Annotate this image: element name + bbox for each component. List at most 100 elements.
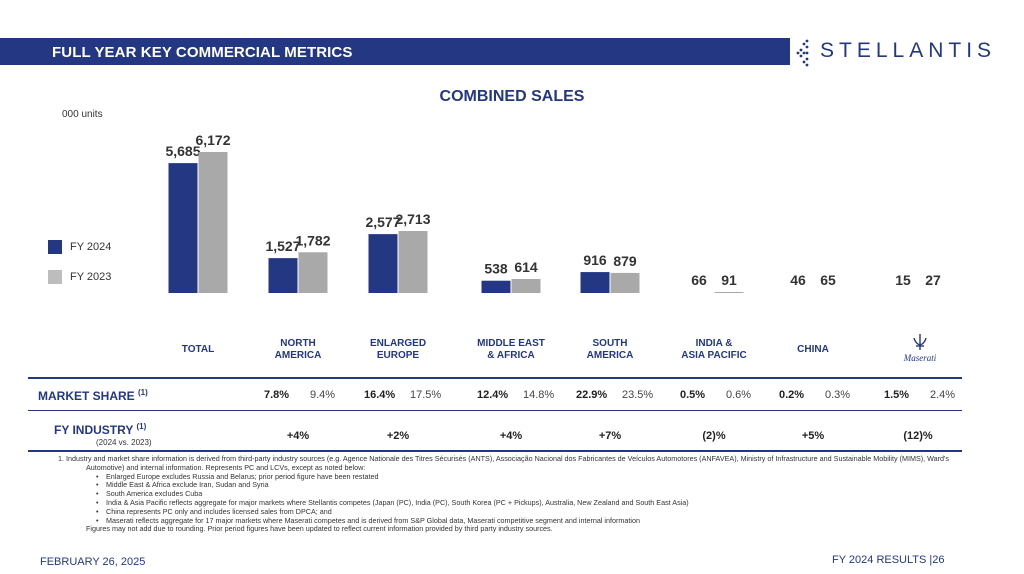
region-label-line1: CHINA (797, 344, 829, 355)
region-label-line1: ENLARGED (369, 338, 427, 349)
data-label-fy2024: 2,577 (365, 214, 400, 230)
market-share-fy2024: 1.5% (884, 389, 910, 401)
footnote-bullet-1: Enlarged Europe excludes Russia and Bela… (58, 472, 958, 482)
bar-fy2023 (714, 292, 744, 293)
fy-industry-sublabel: (2024 vs. 2023) (96, 438, 152, 447)
bar-fy2023 (298, 252, 328, 293)
region-label: CHINA (763, 344, 863, 356)
data-label-fy2024: 538 (484, 261, 508, 277)
data-label-fy2023: 879 (613, 253, 637, 269)
page-title: FULL YEAR KEY COMMERCIAL METRICS (52, 44, 353, 61)
market-share-fy2023: 0.6% (726, 389, 752, 401)
region-label-line1: TOTAL (181, 344, 215, 355)
region-label-line2: EUROPE (376, 350, 420, 361)
fy-industry-value: (12)% (903, 430, 933, 442)
market-share-fy2023: 23.5% (622, 389, 654, 401)
region-label-line2: & AFRICA (487, 350, 535, 361)
market-share-fy2024: 22.9% (576, 389, 608, 401)
market-share-rule-bottom (28, 410, 962, 411)
market-share-fy2023: 14.8% (523, 389, 555, 401)
region-label: SOUTH AMERICA (560, 338, 660, 362)
footnote-bullet-4: India & Asia Pacific reflects aggregate … (58, 498, 958, 508)
footnote-final: Figures may not add due to rounding. Pri… (86, 524, 553, 534)
footnote-bullet-6: Maserati reflects aggregate for 17 major… (58, 516, 958, 526)
fy-industry-label: FY INDUSTRY (1) (54, 422, 146, 437)
y-axis-units: 000 units (62, 109, 103, 120)
legend-label-fy2023: FY 2023 (70, 271, 112, 283)
bar-fy2024 (580, 272, 610, 293)
legend-fy2023: FY 2023 (48, 270, 111, 284)
region-label-line1: SOUTH (592, 338, 628, 349)
market-share-fy2024: 0.2% (779, 389, 805, 401)
region-label-line2: AMERICA (274, 350, 322, 361)
data-label-fy2023: 91 (721, 272, 737, 288)
stellantis-dots-icon (796, 39, 809, 67)
header-bar (0, 38, 790, 65)
footnote-bullet-2: Middle East & Africa exclude Iran, Sudan… (58, 481, 958, 490)
region-label: TOTAL (148, 344, 248, 356)
footnotes: 1. Industry and market share information… (58, 454, 958, 534)
data-label-fy2024: 15 (895, 272, 911, 288)
market-share-rule-top (28, 377, 962, 379)
data-label-fy2024: 1,527 (265, 238, 300, 254)
data-label-fy2023: 6,172 (195, 132, 230, 148)
footnote-bullet-3: South America excludes Cuba (58, 489, 958, 499)
data-label-fy2024: 66 (691, 272, 707, 288)
region-label-line1: MIDDLE EAST (477, 338, 545, 349)
data-label-fy2024: 46 (790, 272, 806, 288)
fy-industry-value: +2% (386, 430, 410, 442)
market-share-fy2024: 12.4% (477, 389, 509, 401)
bar-fy2024 (481, 280, 511, 293)
bar-fy2023 (610, 272, 640, 293)
region-label-line2: AMERICA (586, 350, 634, 361)
market-share-note: (1) (138, 388, 148, 397)
data-label-fy2023: 27 (925, 272, 941, 288)
region-label: INDIA & ASIA PACIFIC (664, 338, 764, 362)
footnote-bullet-5: China represents PC only and includes li… (58, 507, 958, 517)
legend-label-fy2024: FY 2024 (70, 241, 112, 253)
brand-name: STELLANTIS (820, 39, 997, 62)
legend-swatch-fy2024 (48, 240, 62, 254)
region-label-line1: INDIA & (695, 338, 733, 349)
market-share-fy2024: 16.4% (364, 389, 396, 401)
chart-title: COMBINED SALES (439, 88, 585, 105)
fy-industry-rule (28, 450, 962, 452)
market-share-fy2023: 17.5% (410, 389, 442, 401)
bar-fy2023 (398, 231, 428, 293)
market-share-fy2023: 0.3% (825, 389, 851, 401)
market-share-fy2024: 0.5% (680, 389, 706, 401)
market-share-fy2024: 7.8% (264, 389, 290, 401)
data-label-fy2023: 614 (514, 259, 538, 275)
bar-fy2023 (511, 278, 541, 293)
legend-swatch-fy2023 (48, 270, 62, 284)
region-label-line1: NORTH (280, 338, 316, 349)
data-label-fy2024: 916 (583, 252, 607, 268)
region-label: ENLARGED EUROPE (348, 338, 448, 362)
footnote-main: 1. Industry and market share information… (58, 454, 949, 472)
fy-industry-note: (1) (136, 422, 147, 431)
market-share-label-text: MARKET SHARE (38, 389, 135, 403)
fy-industry-value: +4% (286, 430, 310, 442)
region-label: NORTH AMERICA (248, 338, 348, 362)
fy-industry-value: (2)% (702, 430, 726, 442)
legend-fy2024: FY 2024 (48, 240, 111, 254)
market-share-fy2023: 9.4% (310, 389, 336, 401)
market-share-label: MARKET SHARE (1) (38, 388, 148, 403)
market-share-fy2023: 2.4% (930, 389, 956, 401)
maserati-logo-wordmark: Maserati (903, 353, 937, 363)
bar-fy2024 (268, 258, 298, 293)
stellantis-logo: STELLANTIS (796, 34, 996, 72)
bar-fy2024 (368, 234, 398, 293)
region-label-line2: ASIA PACIFIC (681, 350, 747, 361)
bar-fy2023 (198, 152, 228, 293)
fy-industry-value: +5% (801, 430, 825, 442)
fy-industry-value: +7% (598, 430, 622, 442)
data-label-fy2024: 5,685 (165, 143, 200, 159)
data-label-fy2023: 65 (820, 272, 836, 288)
data-label-fy2023: 1,782 (295, 232, 330, 248)
footer-page-info: FY 2024 RESULTS |26 (832, 554, 945, 566)
bar-fy2024 (168, 163, 198, 293)
fy-industry-label-text: FY INDUSTRY (54, 423, 134, 437)
region-label: MIDDLE EAST & AFRICA (461, 338, 561, 362)
